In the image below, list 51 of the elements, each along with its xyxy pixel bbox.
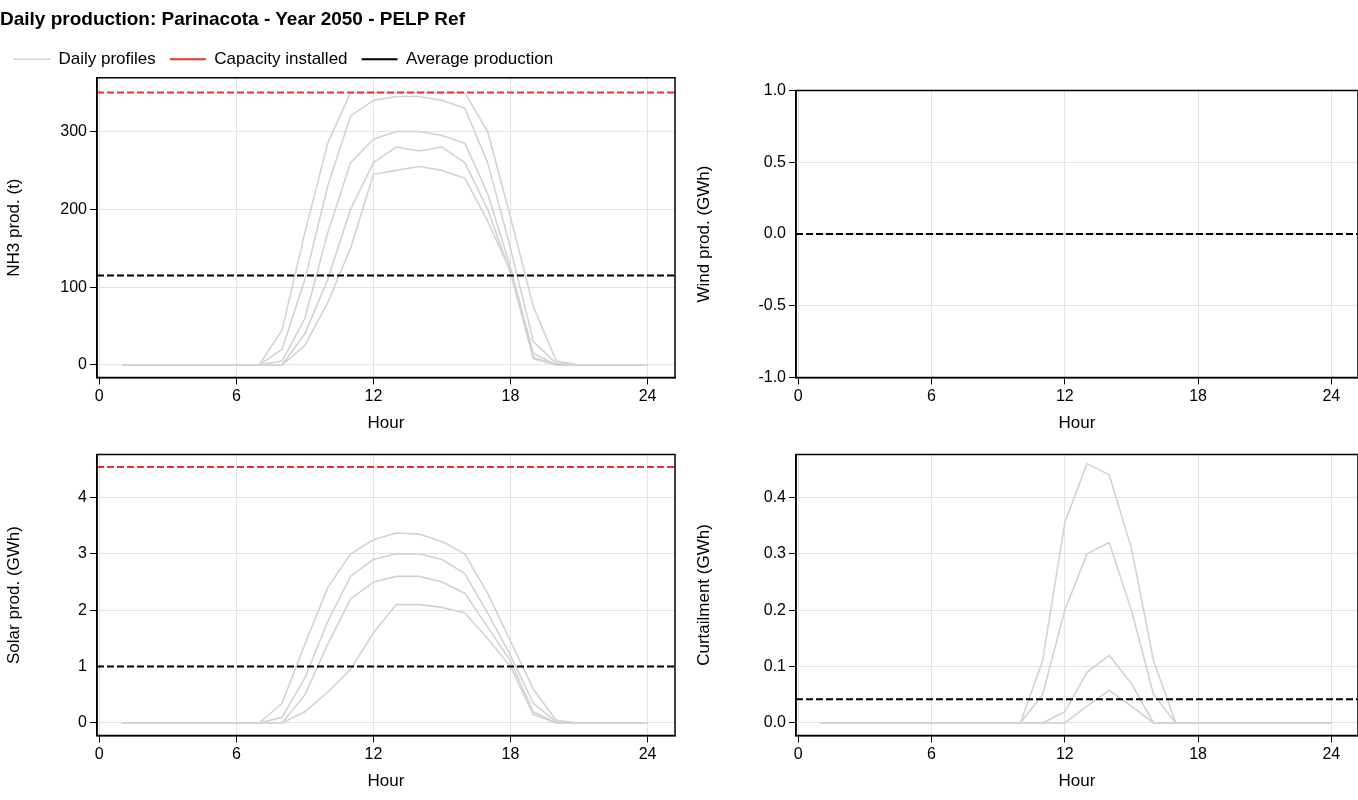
x-axis-title: Hour — [367, 413, 405, 433]
y-tick-label: 1 — [78, 657, 88, 675]
x-tick-label: 12 — [364, 387, 383, 405]
y-tick-label: 0 — [78, 355, 88, 373]
x-tick-label: 12 — [364, 745, 383, 763]
x-tick-label: 18 — [501, 745, 520, 763]
x-tick-label: 0 — [94, 387, 104, 405]
y-tick-label: -1.0 — [758, 367, 787, 385]
x-tick-label: 0 — [94, 745, 104, 763]
y-tick-label: 1.0 — [763, 81, 787, 99]
x-tick-label: 0 — [793, 745, 803, 763]
legend-label: Capacity installed — [214, 48, 348, 68]
x-tick-label: 18 — [1189, 387, 1208, 405]
y-tick-label: 0.4 — [763, 487, 787, 505]
y-tick-label: 300 — [60, 121, 88, 139]
chart-title: Daily production: Parinacota - Year 2050 - PELP Ref — [0, 7, 466, 29]
x-tick-label: 12 — [1055, 387, 1074, 405]
x-tick-label: 24 — [1322, 387, 1341, 405]
y-tick-label: 200 — [60, 199, 88, 217]
x-axis-title: Hour — [1058, 771, 1096, 791]
y-tick-label: 0.0 — [763, 713, 787, 731]
x-axis-title: Hour — [367, 771, 405, 791]
y-axis-title: Curtailment (GWh) — [693, 524, 713, 666]
y-tick-label: 0.5 — [763, 152, 787, 170]
y-tick-label: 0.2 — [763, 600, 787, 618]
x-tick-label: 24 — [1322, 745, 1341, 763]
x-tick-label: 6 — [231, 745, 241, 763]
y-tick-label: -0.5 — [758, 296, 787, 314]
x-axis-title: Hour — [1058, 413, 1096, 433]
y-axis-title: Wind prod. (GWh) — [693, 165, 713, 303]
x-tick-label: 18 — [501, 387, 520, 405]
legend-label: Average production — [406, 48, 554, 68]
y-tick-label: 3 — [78, 544, 88, 562]
y-tick-label: 0.0 — [763, 224, 787, 242]
y-tick-label: 4 — [78, 487, 88, 505]
x-tick-label: 12 — [1055, 745, 1074, 763]
y-tick-label: 100 — [60, 277, 88, 295]
legend-label: Daily profiles — [58, 48, 156, 68]
x-tick-label: 24 — [638, 387, 657, 405]
y-tick-label: 0.1 — [763, 657, 787, 675]
x-tick-label: 18 — [1189, 745, 1208, 763]
y-axis-title: NH3 prod. (t) — [3, 178, 23, 277]
x-tick-label: 24 — [638, 745, 657, 763]
x-tick-label: 6 — [927, 745, 937, 763]
x-tick-label: 0 — [793, 387, 803, 405]
x-tick-label: 6 — [231, 387, 241, 405]
x-tick-label: 6 — [927, 387, 937, 405]
y-tick-label: 0 — [78, 713, 88, 731]
y-tick-label: 0.3 — [763, 544, 787, 562]
y-axis-title: Solar prod. (GWh) — [3, 526, 23, 664]
y-tick-label: 2 — [78, 600, 88, 618]
